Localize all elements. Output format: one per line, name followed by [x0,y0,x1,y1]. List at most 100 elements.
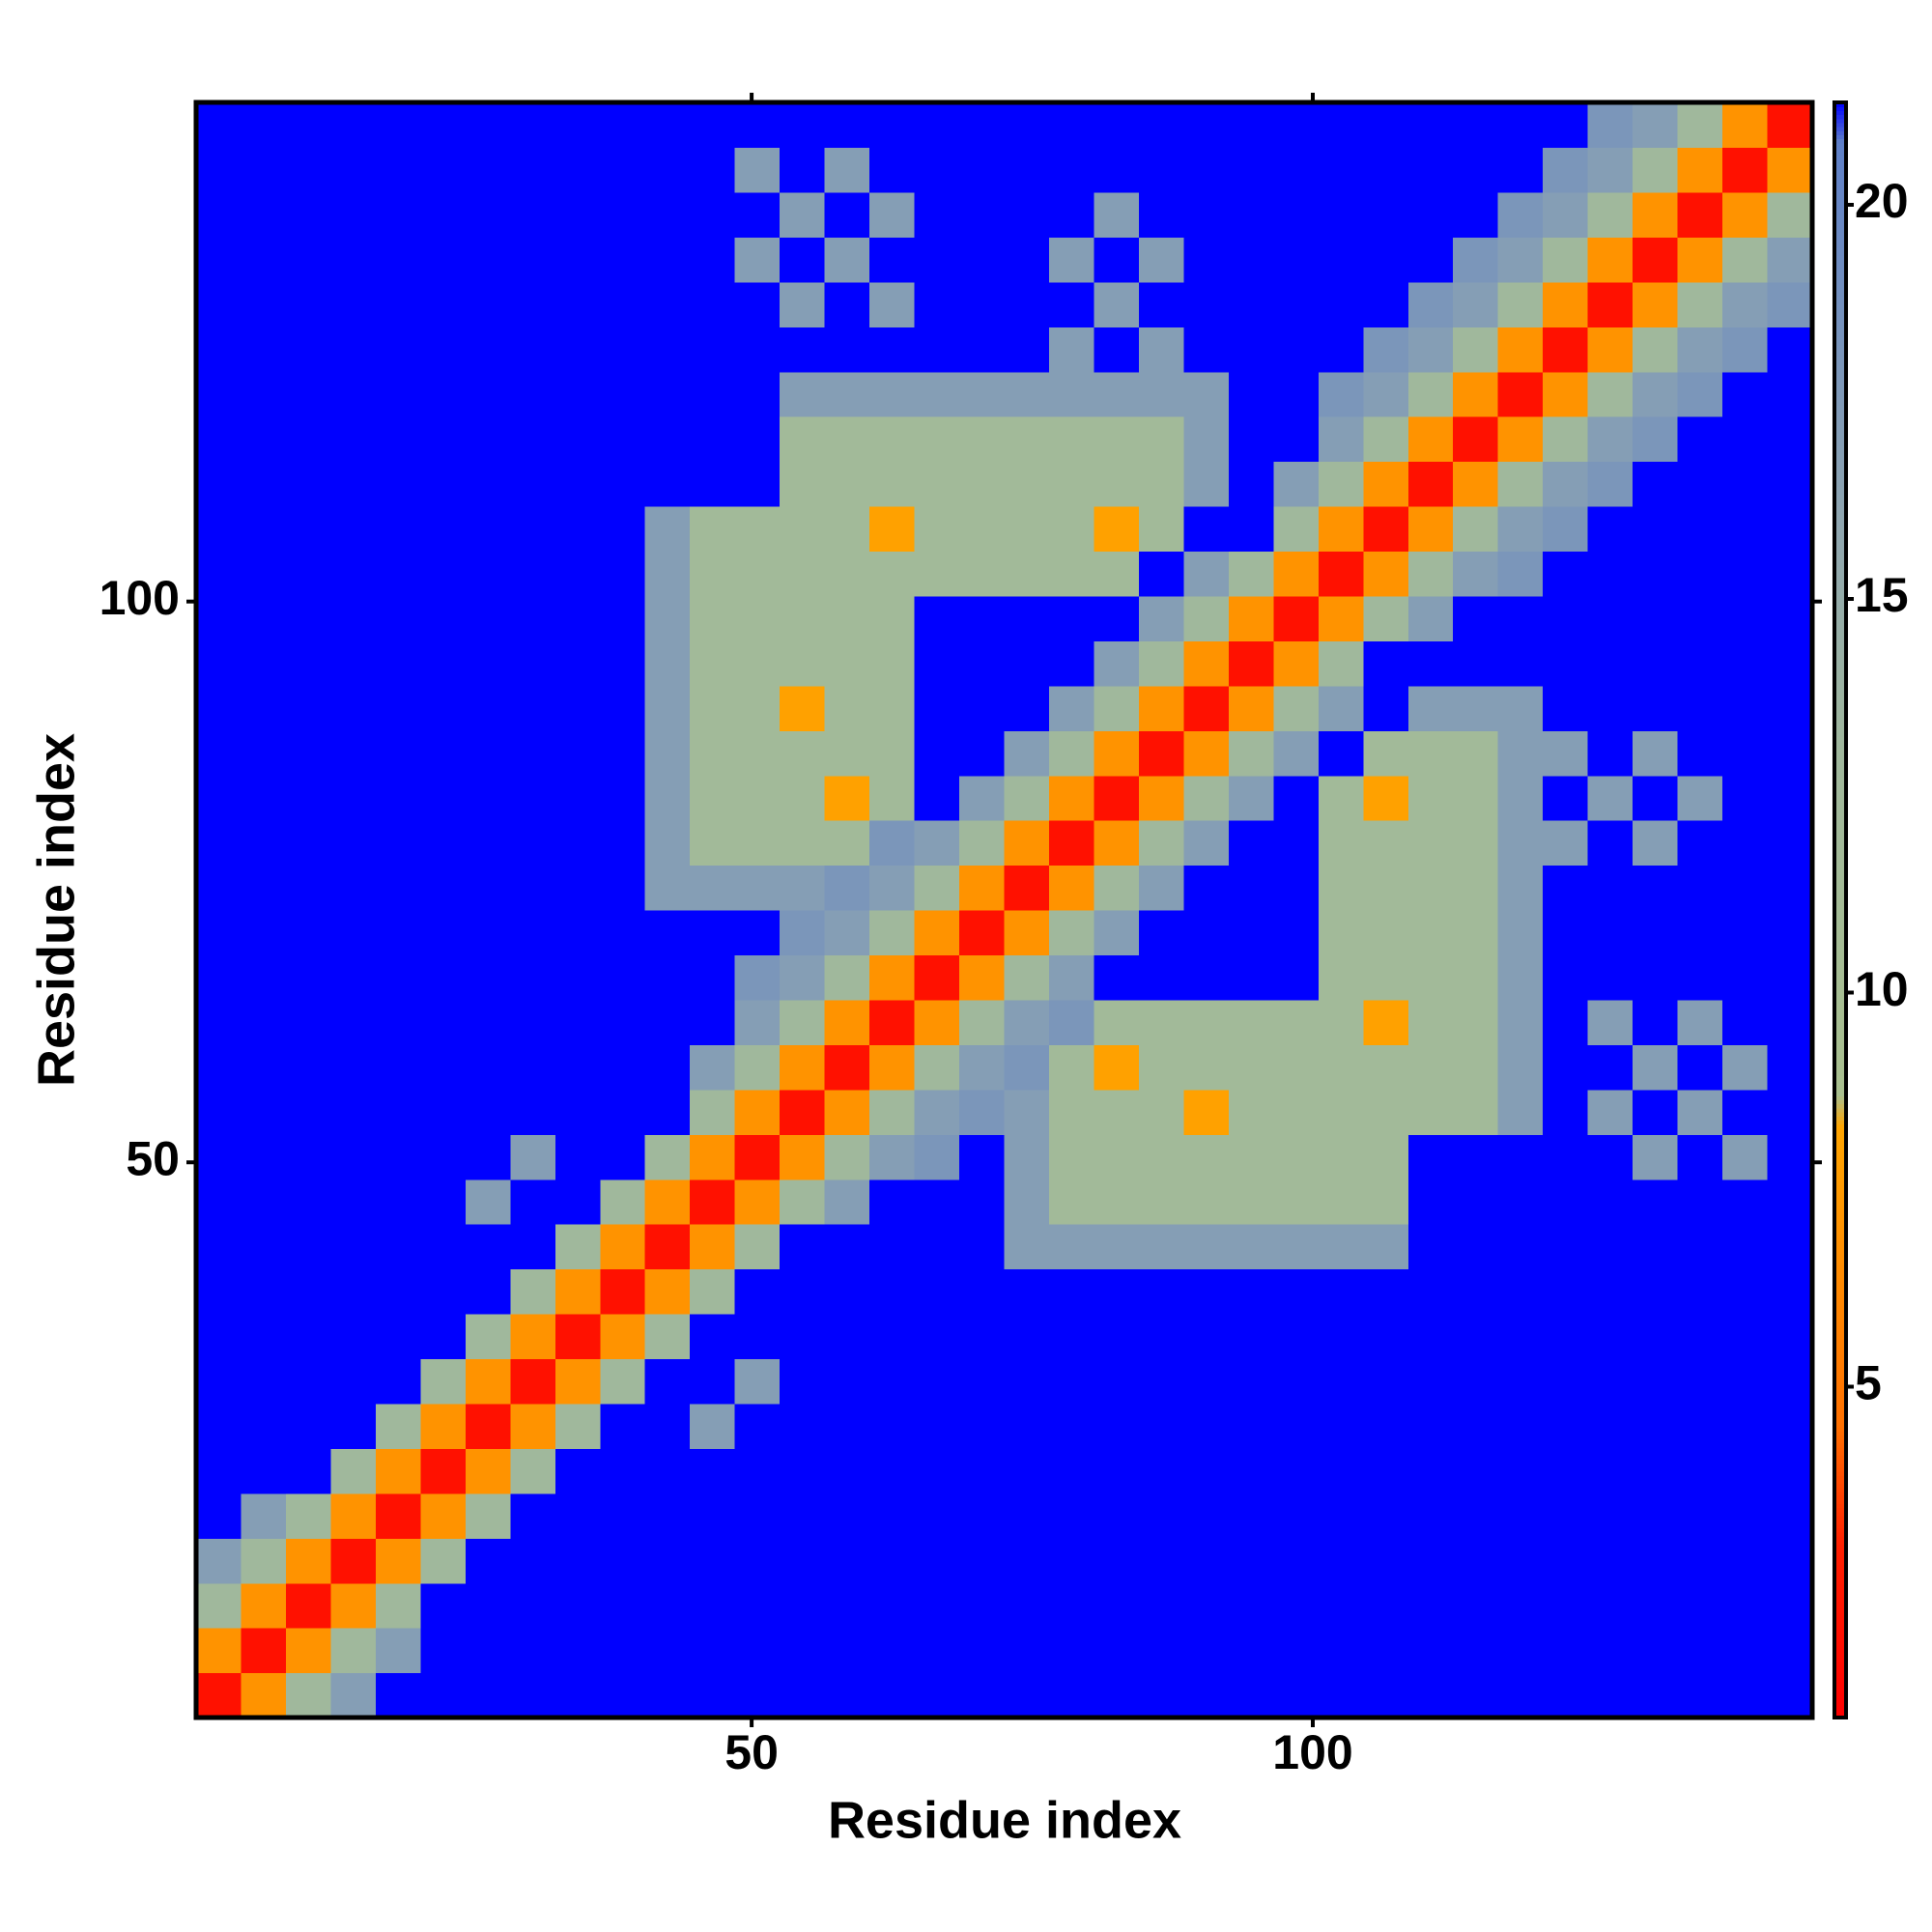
heatmap-cell [734,551,781,597]
heatmap-cell [196,1044,242,1091]
colorbar-segment [1834,538,1846,544]
heatmap-cell [1543,1268,1589,1315]
heatmap-cell [1497,1358,1544,1405]
heatmap-cell [1228,1628,1274,1674]
heatmap-cell [1677,595,1723,641]
heatmap-cell [1363,1179,1409,1225]
heatmap-cell [241,1492,287,1539]
heatmap-cell [465,371,511,417]
heatmap-cell [1722,865,1769,911]
heatmap-cell [1722,102,1769,149]
heatmap-cell [824,237,870,283]
heatmap-cell [1453,147,1499,193]
heatmap-cell [1138,1538,1184,1584]
heatmap-cell [1587,191,1634,238]
heatmap-cell [914,1538,960,1584]
colorbar-segment [1834,727,1846,733]
heatmap-cell [554,1268,601,1315]
heatmap-cell [869,1268,916,1315]
colorbar-segment [1834,1576,1846,1581]
colorbar-segment [1834,1010,1846,1016]
heatmap-cell [1094,685,1140,731]
heatmap-cell [644,999,691,1045]
colorbar-segment [1834,1031,1846,1037]
colorbar-segment [1834,1285,1846,1291]
colorbar-segment [1834,1148,1846,1153]
heatmap-cell [375,1089,421,1135]
colorbar-segment [1834,397,1846,402]
heatmap-cell [1004,1403,1050,1449]
colorbar-segment [1834,264,1846,269]
colorbar-segment [1834,1333,1846,1339]
heatmap-cell [420,237,467,283]
heatmap-cell [959,416,1006,463]
heatmap-cell [1722,461,1769,507]
heatmap-cell [241,371,287,417]
colorbar-segment [1834,288,1846,294]
heatmap-cell [1048,1224,1095,1270]
heatmap-cell [285,640,332,687]
heatmap-cell [1407,1403,1454,1449]
heatmap-cell [1587,506,1634,553]
heatmap-cell [690,506,736,553]
colorbar-segment [1834,1035,1846,1040]
colorbar-segment [1834,130,1846,136]
colorbar-segment [1834,699,1846,705]
heatmap-cell [734,910,781,956]
heatmap-cell [644,147,691,193]
heatmap-cell [690,147,736,193]
colorbar-segment [1834,332,1846,338]
heatmap-cell [1094,327,1140,373]
heatmap-cell [196,1179,242,1225]
heatmap-cell [375,1314,421,1360]
colorbar-segment [1834,1414,1846,1420]
heatmap-cell [375,1403,421,1449]
heatmap-cell [1677,1134,1723,1180]
heatmap-cell [690,551,736,597]
heatmap-cell [869,685,916,731]
heatmap-cell [1543,775,1589,821]
colorbar-segment [1834,1160,1846,1165]
heatmap-cell [869,820,916,867]
heatmap-cell [1048,1403,1095,1449]
heatmap-cell [869,237,916,283]
heatmap-cell [1228,820,1274,867]
heatmap-cell [1004,775,1050,821]
heatmap-cell [1318,1448,1364,1494]
heatmap-cell [1048,1089,1095,1135]
heatmap-cell [1183,551,1230,597]
heatmap-cell [1677,191,1723,238]
heatmap-cell [330,237,377,283]
heatmap-cell [1677,685,1723,731]
colorbar-segment [1834,1014,1846,1020]
heatmap-cell [1228,1538,1274,1584]
heatmap-cell [241,775,287,821]
heatmap-cell [1767,147,1813,193]
heatmap-cell [196,281,242,327]
heatmap-cell [1407,1224,1454,1270]
heatmap-cell [1767,327,1813,373]
heatmap-cell [1183,640,1230,687]
heatmap-cell [285,1538,332,1584]
heatmap-cell [1587,551,1634,597]
heatmap-cell [1094,1224,1140,1270]
heatmap-cell [690,595,736,641]
heatmap-cell [690,1268,736,1315]
heatmap-cell [959,1403,1006,1449]
heatmap-cell [959,1224,1006,1270]
heatmap-cell [1497,730,1544,777]
colorbar-segment [1834,1192,1846,1198]
heatmap-cell [1318,461,1364,507]
heatmap-cell [241,999,287,1045]
heatmap-cell [510,1582,556,1629]
colorbar-segment [1834,183,1846,188]
heatmap-cell [734,730,781,777]
heatmap-cell [1722,1538,1769,1584]
colorbar-segment [1834,490,1846,496]
colorbar-segment [1834,219,1846,224]
heatmap-cell [1318,775,1364,821]
colorbar-segment [1834,466,1846,470]
colorbar-segment [1834,1112,1846,1117]
colorbar-segment [1834,162,1846,168]
heatmap-cell [1363,102,1409,149]
